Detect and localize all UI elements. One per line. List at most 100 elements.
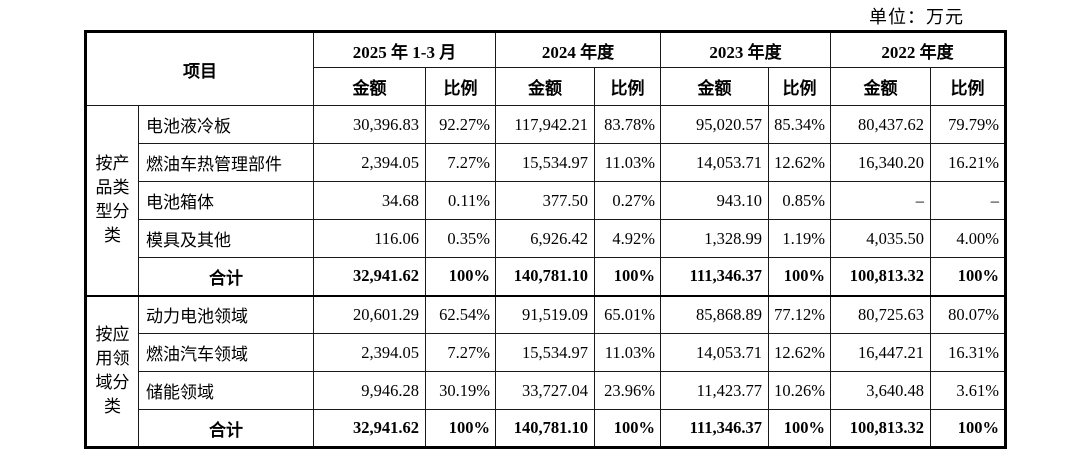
header-period-2023: 2023 年度 (660, 31, 832, 68)
cell-amount: 116.06 (313, 219, 426, 258)
cell-ratio: 92.27% (424, 105, 497, 144)
cell-amount: 100,813.32 (830, 409, 932, 448)
group-label-application-field: 按应用领域分类 (85, 294, 139, 448)
total-label: 合计 (138, 257, 314, 296)
cell-amount: 30,396.83 (313, 105, 426, 144)
header-period-2022: 2022 年度 (830, 31, 1007, 68)
table-row: 按应用领域分类 动力电池领域 20,601.29 62.54% 91,519.0… (85, 294, 1007, 448)
cell-amount: 3,640.48 (830, 371, 932, 410)
cell-ratio: 100% (594, 257, 662, 296)
total-label: 合计 (138, 409, 314, 448)
cell-ratio: 7.27% (424, 333, 497, 372)
row-label: 动力电池领域 (138, 294, 314, 334)
row-label: 储能领域 (138, 371, 314, 410)
table-row: 储能领域 9,946.28 30.19% 33,727.04 23.96% 11… (86, 371, 1007, 410)
header-amount-2024: 金额 (495, 67, 596, 106)
cell-amount: 117,942.21 (495, 105, 596, 144)
cell-ratio: 11.03% (594, 143, 662, 182)
header-item: 项目 (85, 31, 314, 106)
cell-amount: 6,926.42 (495, 219, 596, 258)
cell-amount: 34.68 (313, 181, 426, 220)
cell-ratio: 23.96% (594, 371, 662, 410)
cell-amount: 111,346.37 (660, 257, 770, 296)
table-row: 燃油车热管理部件 2,394.05 7.27% 15,534.97 11.03%… (86, 143, 1007, 182)
table-row: 电池箱体 34.68 0.11% 377.50 0.27% 943.10 0.8… (86, 181, 1007, 220)
cell-amount: 14,053.71 (660, 143, 770, 182)
row-label: 燃油汽车领域 (138, 333, 314, 372)
cell-amount: 111,346.37 (660, 409, 770, 448)
cell-amount: 16,340.20 (830, 143, 932, 182)
cell-ratio: 16.31% (930, 333, 1007, 372)
cell-ratio: 100% (930, 257, 1007, 296)
row-label: 电池液冷板 (138, 105, 314, 144)
header-row-periods: 项目 2025 年 1-3 月 2024 年度 2023 年度 2022 年度 (85, 31, 1007, 106)
cell-ratio: 0.27% (594, 181, 662, 220)
row-label: 燃油车热管理部件 (138, 143, 314, 182)
cell-ratio: 100% (768, 257, 832, 296)
total-row-application-field: 合计 32,941.62 100% 140,781.10 100% 111,34… (86, 409, 1007, 448)
cell-amount: 95,020.57 (660, 105, 770, 144)
cell-amount: 4,035.50 (830, 219, 932, 258)
cell-amount: 20,601.29 (313, 294, 426, 334)
cell-amount: 1,328.99 (660, 219, 770, 258)
cell-ratio: 1.19% (768, 219, 832, 258)
cell-amount: 85,868.89 (660, 294, 770, 334)
cell-ratio: 16.21% (930, 143, 1007, 182)
header-amount-2023: 金额 (660, 67, 770, 106)
cell-ratio: 30.19% (424, 371, 497, 410)
cell-ratio: 85.34% (768, 105, 832, 144)
header-amount-2025: 金额 (313, 67, 426, 106)
row-label: 模具及其他 (138, 219, 314, 258)
table-row: 模具及其他 116.06 0.35% 6,926.42 4.92% 1,328.… (86, 219, 1007, 258)
total-row-product-type: 合计 32,941.62 100% 140,781.10 100% 111,34… (86, 257, 1007, 296)
cell-ratio: 100% (768, 409, 832, 448)
cell-ratio: 0.85% (768, 181, 832, 220)
cell-amount: 15,534.97 (495, 143, 596, 182)
cell-amount: 32,941.62 (313, 257, 426, 296)
group-label-product-type: 按产品类型分类 (85, 105, 139, 296)
cell-amount: 2,394.05 (313, 143, 426, 182)
cell-ratio: 3.61% (930, 371, 1007, 410)
cell-ratio: 65.01% (594, 294, 662, 334)
cell-amount: 80,725.63 (830, 294, 932, 334)
header-period-2024: 2024 年度 (495, 31, 662, 68)
cell-amount: 91,519.09 (495, 294, 596, 334)
cell-amount: 100,813.32 (830, 257, 932, 296)
cell-amount: 32,941.62 (313, 409, 426, 448)
cell-ratio: 100% (930, 409, 1007, 448)
cell-amount: 80,437.62 (830, 105, 932, 144)
header-ratio-2025: 比例 (424, 67, 497, 106)
cell-ratio: 12.62% (768, 333, 832, 372)
group-label-text: 按应用领域分类 (95, 325, 130, 417)
cell-ratio: 0.35% (424, 219, 497, 258)
header-ratio-2024: 比例 (594, 67, 662, 106)
cell-ratio: 83.78% (594, 105, 662, 144)
header-period-2025: 2025 年 1-3 月 (312, 31, 497, 68)
header-ratio-2022: 比例 (930, 67, 1007, 106)
cell-ratio: 4.92% (594, 219, 662, 258)
cell-amount: 14,053.71 (660, 333, 770, 372)
header-amount-2022: 金额 (830, 67, 932, 106)
table-row: 燃油汽车领域 2,394.05 7.27% 15,534.97 11.03% 1… (86, 333, 1007, 372)
cell-ratio: 80.07% (930, 294, 1007, 334)
cell-ratio: 12.62% (768, 143, 832, 182)
cell-ratio: 4.00% (930, 219, 1007, 258)
header-ratio-2023: 比例 (768, 67, 832, 106)
cell-ratio: 0.11% (424, 181, 497, 220)
cell-ratio: 62.54% (424, 294, 497, 334)
cell-amount: – (830, 181, 932, 220)
unit-label: 单位：万元 (869, 7, 964, 27)
cell-ratio: 100% (424, 409, 497, 448)
cell-amount: 16,447.21 (830, 333, 932, 372)
cell-amount: 377.50 (495, 181, 596, 220)
cell-amount: 140,781.10 (495, 257, 596, 296)
cell-ratio: 77.12% (768, 294, 832, 334)
cell-amount: 943.10 (660, 181, 770, 220)
table-row: 按产品类型分类 电池液冷板 30,396.83 92.27% 117,942.2… (85, 105, 1007, 296)
cell-amount: 9,946.28 (313, 371, 426, 410)
cell-ratio: 100% (594, 409, 662, 448)
cell-ratio: 100% (424, 257, 497, 296)
cell-amount: 2,394.05 (313, 333, 426, 372)
cell-ratio: 10.26% (768, 371, 832, 410)
cell-amount: 140,781.10 (495, 409, 596, 448)
